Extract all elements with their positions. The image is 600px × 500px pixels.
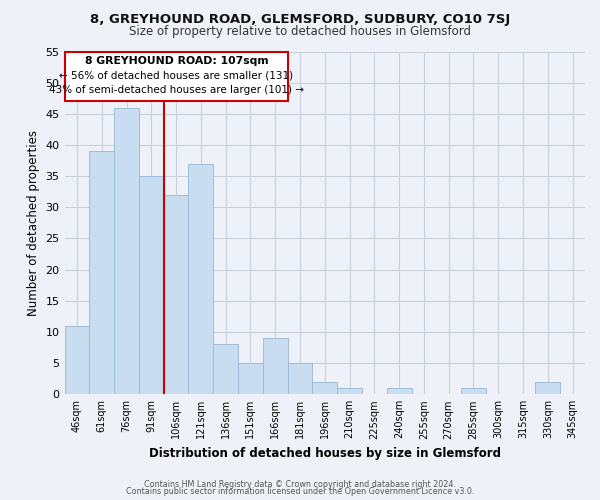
Bar xyxy=(238,363,263,394)
Bar xyxy=(65,326,89,394)
Text: Size of property relative to detached houses in Glemsford: Size of property relative to detached ho… xyxy=(129,25,471,38)
Bar xyxy=(89,151,114,394)
Bar xyxy=(213,344,238,395)
FancyBboxPatch shape xyxy=(65,52,287,102)
Bar xyxy=(387,388,412,394)
Bar xyxy=(263,338,287,394)
Text: Contains HM Land Registry data © Crown copyright and database right 2024.: Contains HM Land Registry data © Crown c… xyxy=(144,480,456,489)
X-axis label: Distribution of detached houses by size in Glemsford: Distribution of detached houses by size … xyxy=(149,447,501,460)
Text: 8 GREYHOUND ROAD: 107sqm: 8 GREYHOUND ROAD: 107sqm xyxy=(85,56,268,66)
Y-axis label: Number of detached properties: Number of detached properties xyxy=(27,130,40,316)
Bar xyxy=(313,382,337,394)
Bar xyxy=(287,363,313,394)
Bar xyxy=(535,382,560,394)
Bar xyxy=(461,388,486,394)
Bar xyxy=(337,388,362,394)
Bar xyxy=(164,195,188,394)
Bar xyxy=(139,176,164,394)
Bar xyxy=(188,164,213,394)
Text: ← 56% of detached houses are smaller (131): ← 56% of detached houses are smaller (13… xyxy=(59,70,293,80)
Text: Contains public sector information licensed under the Open Government Licence v3: Contains public sector information licen… xyxy=(126,488,474,496)
Bar xyxy=(114,108,139,395)
Text: 43% of semi-detached houses are larger (101) →: 43% of semi-detached houses are larger (… xyxy=(49,85,304,95)
Text: 8, GREYHOUND ROAD, GLEMSFORD, SUDBURY, CO10 7SJ: 8, GREYHOUND ROAD, GLEMSFORD, SUDBURY, C… xyxy=(90,12,510,26)
